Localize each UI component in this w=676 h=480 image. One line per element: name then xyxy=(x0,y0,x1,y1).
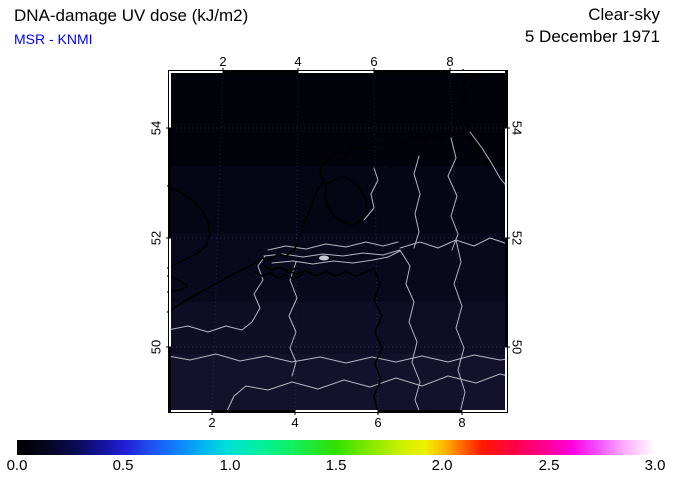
lon-tick-bottom-6: 6 xyxy=(374,415,382,430)
dose-field xyxy=(168,70,508,413)
map-frame xyxy=(166,68,510,415)
colorbar-label-3: 1.5 xyxy=(325,457,347,474)
lon-tick-top-8: 8 xyxy=(446,54,454,69)
lon-tick-bottom-8: 8 xyxy=(458,415,466,430)
condition-label: Clear-sky xyxy=(588,5,660,24)
coastline-paths xyxy=(167,69,489,414)
date-label: 5 December 1971 xyxy=(524,27,660,46)
river-paths xyxy=(167,131,509,414)
lat-tick-left-50: 50 xyxy=(148,339,164,355)
lon-tick-top-4: 4 xyxy=(294,54,302,69)
source-label: MSR - KNMI xyxy=(14,31,93,47)
lat-tick-left-52: 52 xyxy=(148,230,164,246)
colorbar-label-6: 3.0 xyxy=(644,457,666,474)
lat-tick-left-54: 54 xyxy=(148,120,164,136)
colorbar-label-1: 0.5 xyxy=(112,457,134,474)
gridlines xyxy=(168,69,508,414)
colorbar-label-5: 2.5 xyxy=(538,457,560,474)
uv-dose-map xyxy=(166,68,510,415)
lon-tick-top-2: 2 xyxy=(219,54,227,69)
lake-dots xyxy=(356,156,392,174)
map-canvas xyxy=(166,68,510,415)
colorbar-label-2: 1.0 xyxy=(219,457,241,474)
lat-tick-right-52: 52 xyxy=(509,230,525,246)
page-title: DNA-damage UV dose (kJ/m2) xyxy=(14,6,249,25)
lat-tick-right-50: 50 xyxy=(509,339,525,355)
lon-tick-bottom-4: 4 xyxy=(291,415,299,430)
lon-tick-bottom-2: 2 xyxy=(208,415,216,430)
lon-tick-top-6: 6 xyxy=(370,54,378,69)
lat-tick-right-54: 54 xyxy=(509,120,525,136)
colorbar-gradient xyxy=(17,440,655,455)
colorbar-label-4: 2.0 xyxy=(431,457,453,474)
colorbar-label-0: 0.0 xyxy=(6,457,28,474)
city-spot xyxy=(319,255,329,261)
